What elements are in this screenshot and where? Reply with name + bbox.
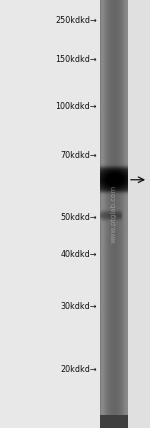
Text: 40kdkd→: 40kdkd→	[60, 250, 97, 259]
Text: 100kdkd→: 100kdkd→	[56, 101, 97, 111]
Text: 150kdkd→: 150kdkd→	[55, 54, 97, 64]
Text: www.ptglab.com: www.ptglab.com	[111, 185, 117, 243]
Text: 250kdkd→: 250kdkd→	[55, 16, 97, 25]
Text: 70kdkd→: 70kdkd→	[60, 151, 97, 160]
Text: 50kdkd→: 50kdkd→	[60, 213, 97, 222]
Text: 20kdkd→: 20kdkd→	[60, 365, 97, 374]
Text: 30kdkd→: 30kdkd→	[60, 301, 97, 311]
